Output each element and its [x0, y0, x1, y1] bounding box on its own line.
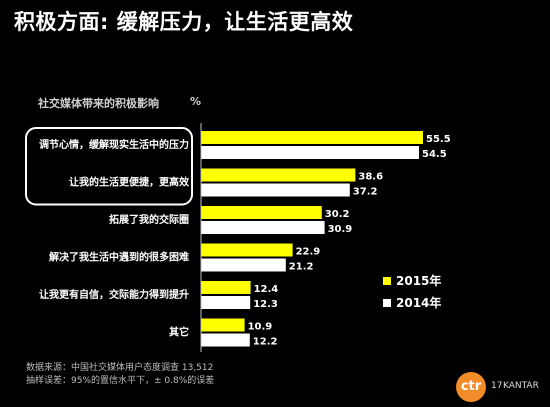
legend-swatch-2014 — [383, 298, 391, 307]
category-label: 让我更有自信，交际能力得到提升 — [39, 288, 189, 301]
value-label: 22.9 — [296, 247, 321, 258]
value-label: 30.2 — [325, 209, 350, 220]
category-label: 让我的生活更便捷，更高效 — [69, 176, 190, 189]
ctr-logo: ctr — [456, 372, 486, 402]
legend-item-2014: 2014年 — [383, 294, 441, 311]
bar-2014年 — [201, 183, 350, 197]
bar-2014年 — [201, 221, 325, 234]
value-label: 37.2 — [353, 187, 378, 198]
value-label: 55.5 — [426, 134, 451, 145]
category-label: 调节心情，缓解现实生活中的压力 — [39, 138, 189, 151]
category-label: 拓展了我的交际圈 — [109, 213, 189, 226]
bar-2015年 — [201, 281, 251, 294]
bar-2015年 — [201, 206, 322, 219]
bar-2015年 — [201, 131, 423, 144]
value-label: 38.6 — [358, 172, 383, 183]
bar-2015年 — [201, 168, 356, 182]
value-label: 12.2 — [253, 337, 278, 348]
category-label: 解决了我生活中遇到的很多困难 — [49, 251, 189, 264]
value-label: 30.9 — [328, 224, 353, 235]
kantar-logo: KANTAR — [503, 381, 539, 391]
unit-label: % — [190, 95, 202, 108]
value-label: 10.9 — [248, 322, 273, 333]
page-number: 17 — [491, 381, 503, 391]
sampling-error-note: 抽样误差：95%的置信水平下，± 0.8%的误差 — [26, 376, 215, 386]
bar-2014年 — [201, 333, 250, 347]
legend-swatch-2015 — [383, 276, 391, 285]
legend-label-2015: 2015年 — [396, 274, 442, 288]
category-label: 其它 — [169, 326, 189, 339]
bar-2015年 — [201, 318, 245, 332]
bar-2014年 — [201, 146, 419, 159]
legend-item-2015: 2015年 — [383, 272, 441, 289]
chart-header: 社交媒体带来的积极影响 — [38, 97, 159, 110]
value-label: 21.2 — [289, 262, 314, 273]
source-note: 数据来源：中国社交媒体用户态度调查 13,512 — [26, 363, 214, 373]
value-label: 12.4 — [254, 284, 279, 295]
bar-2014年 — [201, 258, 286, 272]
value-label: 12.3 — [253, 299, 278, 310]
page-title: 积极方面: 缓解压力，让生活更高效 — [14, 10, 354, 34]
highlight-box — [25, 127, 193, 206]
legend-label-2014: 2014年 — [396, 296, 442, 310]
bar-2014年 — [201, 296, 251, 309]
bar-2015年 — [201, 243, 293, 257]
value-label: 54.5 — [422, 149, 447, 160]
